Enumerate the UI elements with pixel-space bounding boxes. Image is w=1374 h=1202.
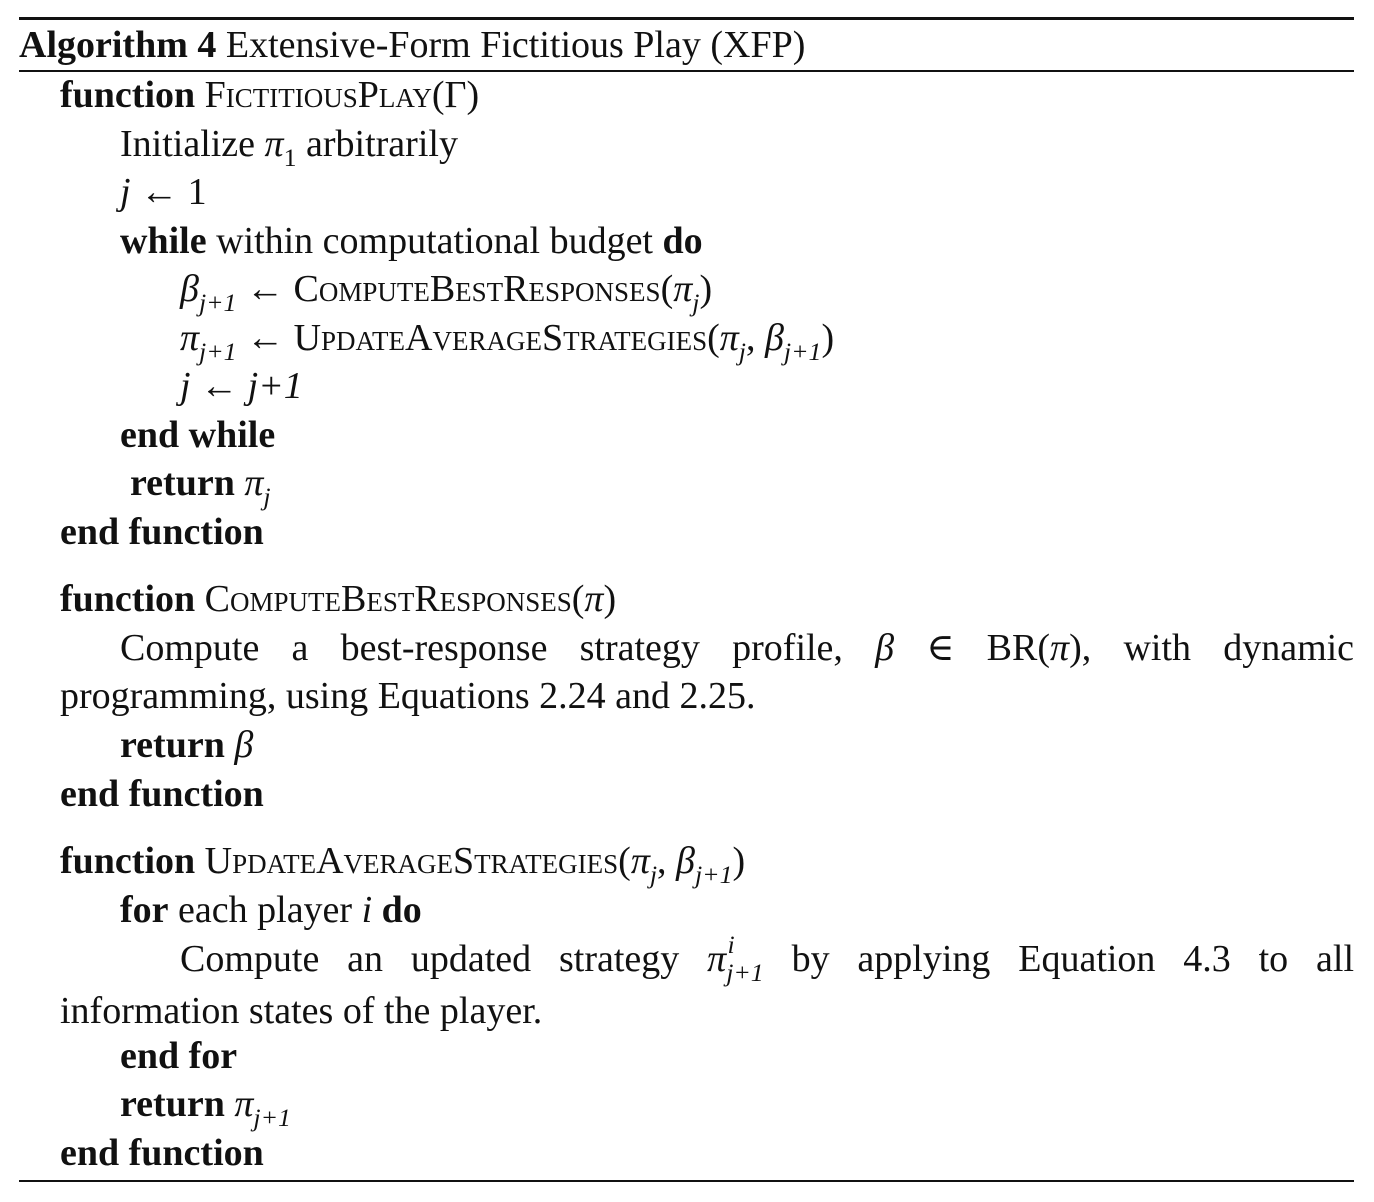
loop-condition: within computational budget [216,220,653,262]
init-tail: arbitrarily [306,123,458,165]
beta-symbol: β [234,724,254,766]
superscript: i [727,929,735,959]
j-plus-1: j+1 [247,365,303,407]
fp-end-function: end function [60,511,264,553]
arrow-symbol: ← [246,317,285,359]
description-part2: with dynamic programming, using Equation… [60,627,1355,717]
beta-symbol: β [875,627,895,669]
algorithm-caption: Algorithm 4 Extensive-Form Fictitious Pl… [19,23,805,67]
pi-symbol: π [264,123,284,165]
arrow-symbol: ← [245,268,284,310]
subscript: j+1 [726,957,764,987]
cbr-header: function ComputeBestResponses(π) [60,578,617,620]
subscript: j [649,859,658,889]
arrow-symbol: ← [200,365,239,407]
function-call: ComputeBestResponses [293,268,661,310]
arrow-symbol: ← [140,171,179,213]
uas-end-for: end for [120,1035,238,1077]
subscript: j+1 [198,287,237,317]
j-symbol: j [180,365,191,407]
subscript: 1 [283,142,297,172]
beta-symbol: β [676,840,695,882]
keyword-function: function [60,578,196,620]
j-symbol: j [120,171,131,213]
uas-description: Compute an updated strategy π i j+1 by app… [60,930,1355,1035]
cbr-end-function: end function [60,773,264,815]
keyword-function: function [60,74,196,116]
function-call: UpdateAverageStrategies [293,317,708,359]
function-name: ComputeBestResponses [204,578,572,620]
i-symbol: i [361,889,373,931]
uas-for-line: for each player i do [120,888,422,932]
pi-symbol: π [584,578,604,620]
fp-update-line: πj+1 ← UpdateAverageStrategies(πj, βj+1) [180,317,835,366]
cbr-description: Compute a best-response strategy profile… [60,627,1355,717]
pi-symbol: π [673,268,693,310]
element-of-symbol: ∈ [926,627,955,669]
subscript: j+1 [199,336,237,366]
pi-symbol: π [244,462,264,504]
subscript: j [692,287,700,317]
keyword-while: while [120,220,207,262]
description-part1: Compute an updated strategy [180,938,680,980]
br-operator: BR [986,627,1038,669]
fp-init-line: Initialize π1 arbitrarily [120,122,458,170]
description-part1: Compute a best-response strategy profile… [120,627,843,669]
fp-while-line: while within computational budget do [120,219,703,263]
sub-sup: i j+1 [726,930,764,987]
subscript: j+1 [783,336,822,366]
pi-symbol: π [707,938,727,980]
function-name: FictitiousPlay [204,74,432,116]
fp-header: function FictitiousPlay(Γ) [60,73,479,117]
pi-symbol: π [234,1083,254,1125]
keyword-return: return [120,1083,225,1125]
subscript: j [738,336,746,366]
keyword-do: do [381,889,422,931]
keyword-for: for [120,889,169,931]
init-text: Initialize [120,123,256,165]
top-rule [19,17,1354,20]
subscript: j [263,481,271,511]
algorithm-title: Extensive-Form Fictitious Play (XFP) [225,24,806,66]
pi-symbol: π [630,840,650,882]
description-part2: by applying Equation 4.3 to all informat… [60,938,1355,1032]
fp-return-line: return πj [130,461,271,509]
pi-symbol: π [180,317,200,359]
keyword-return: return [120,724,225,766]
pi-symbol: π [1050,627,1070,669]
pi-symbol: π [719,317,739,359]
cbr-return-line: return β [120,723,253,767]
bottom-rule [19,1180,1354,1182]
loop-text: each player [178,889,353,931]
algorithm-label: Algorithm 4 [19,24,217,66]
uas-end-function: end function [60,1132,264,1174]
fp-increment-line: j ← j+1 [180,364,303,408]
value: 1 [187,171,207,213]
subscript: j+1 [694,859,733,889]
beta-symbol: β [764,317,784,359]
uas-header: function UpdateAverageStrategies(πj, βj+… [60,840,746,889]
keyword-function: function [60,840,196,882]
fp-end-while: end while [120,414,276,456]
fp-compute-br-line: βj+1 ← ComputeBestResponses(πj) [180,268,713,317]
keyword-do: do [662,220,703,262]
caption-rule [19,70,1354,72]
fp-assign-j: j ← 1 [120,170,207,214]
uas-return-line: return πj+1 [120,1082,291,1130]
subscript: j+1 [253,1102,291,1132]
function-args: (Γ) [431,74,480,116]
function-name: UpdateAverageStrategies [204,840,619,882]
keyword-return: return [130,462,235,504]
beta-symbol: β [180,268,199,310]
